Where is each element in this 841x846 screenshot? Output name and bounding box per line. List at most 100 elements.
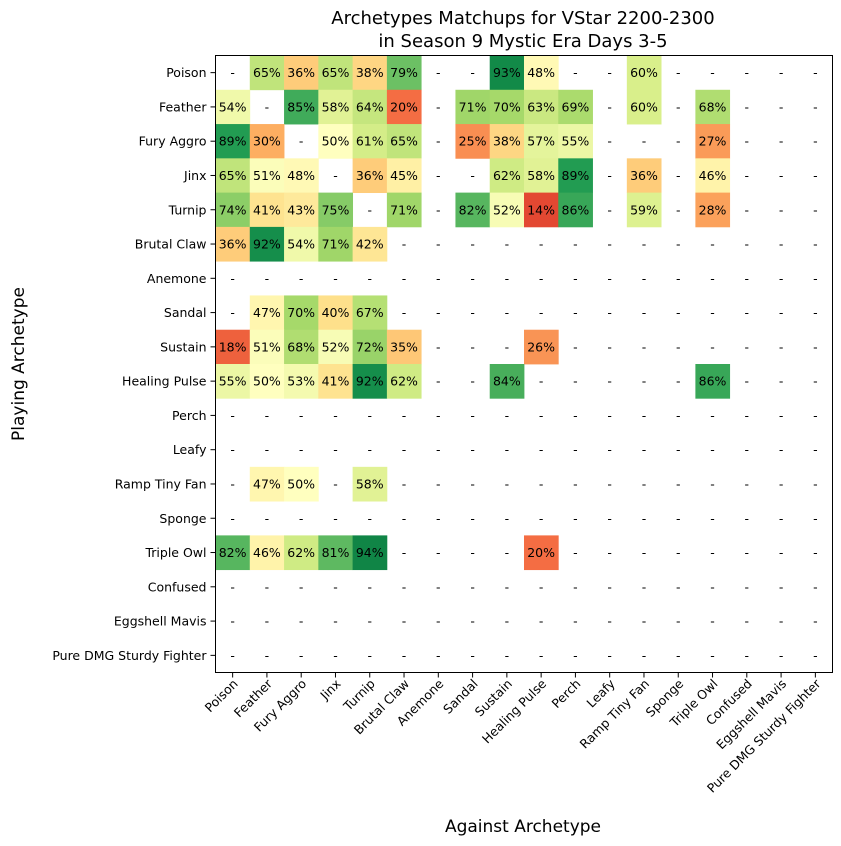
y-axis-label: Playing Archetype <box>9 287 29 441</box>
cell-label-confused-vs-sandal: - <box>470 579 475 594</box>
cell-label-confused-vs-eggshell-mavis: - <box>779 579 784 594</box>
heatmap-cell-sustain-vs-fury-aggro <box>284 329 319 365</box>
cell-label-turnip-vs-sponge: - <box>676 202 681 217</box>
heatmap-cell-triple-owl-vs-turnip <box>352 535 388 571</box>
cell-label-sponge-vs-perch: - <box>573 511 578 526</box>
cell-label-leafy-vs-brutal-claw: - <box>402 442 407 457</box>
cell-label-triple-owl-vs-turnip: 94% <box>356 545 384 560</box>
cell-label-leafy-vs-jinx: - <box>333 442 338 457</box>
heatmap-cell-ramp-tiny-fan-vs-feather <box>249 466 285 502</box>
cell-label-sponge-vs-pure-dmg-sturdy-fighter: - <box>813 511 818 526</box>
cell-label-turnip-vs-ramp-tiny-fan: 59% <box>630 202 658 217</box>
cell-label-anemone-vs-perch: - <box>573 271 578 286</box>
cell-label-confused-vs-jinx: - <box>333 579 338 594</box>
cell-label-fury-aggro-vs-anemone: - <box>436 134 441 149</box>
cell-label-turnip-vs-pure-dmg-sturdy-fighter: - <box>813 202 818 217</box>
cell-label-leafy-vs-sustain: - <box>505 442 510 457</box>
heatmap-cell-healing-pulse-vs-sustain <box>489 364 525 399</box>
x-tick-label-perch: Perch <box>549 676 584 711</box>
cell-label-sustain-vs-turnip: 72% <box>356 339 384 354</box>
cell-label-confused-vs-sustain: - <box>505 579 510 594</box>
y-tick-label-pure-dmg-sturdy-fighter: Pure DMG Sturdy Fighter <box>52 648 207 663</box>
cell-label-turnip-vs-sustain: 52% <box>493 202 521 217</box>
heatmap-cell-sandal-vs-turnip <box>352 295 388 331</box>
cell-label-triple-owl-vs-confused: - <box>745 545 750 560</box>
cell-label-perch-vs-ramp-tiny-fan: - <box>642 408 647 423</box>
cell-label-fury-aggro-vs-eggshell-mavis: - <box>779 134 784 149</box>
cell-label-healing-pulse-vs-triple-owl: 86% <box>699 374 727 389</box>
cell-label-brutal-claw-vs-poison: 36% <box>219 237 247 252</box>
heatmap-cell-jinx-vs-poison <box>215 158 251 194</box>
y-tick-label-sponge: Sponge <box>159 511 206 526</box>
cell-label-eggshell-mavis-vs-leafy: - <box>607 614 612 629</box>
cell-label-sandal-vs-feather: 47% <box>253 305 281 320</box>
cell-label-confused-vs-poison: - <box>230 579 235 594</box>
cell-label-sustain-vs-brutal-claw: 35% <box>390 339 418 354</box>
cell-label-poison-vs-sandal: - <box>470 65 475 80</box>
cell-label-sponge-vs-anemone: - <box>436 511 441 526</box>
cell-label-perch-vs-jinx: - <box>333 408 338 423</box>
heatmap-cell-fury-aggro-vs-turnip <box>352 124 388 159</box>
cell-label-sponge-vs-brutal-claw: - <box>402 511 407 526</box>
chart-title-line-2: in Season 9 Mystic Era Days 3-5 <box>378 31 667 52</box>
cell-label-pure-dmg-sturdy-fighter-vs-jinx: - <box>333 648 338 663</box>
cell-label-leafy-vs-eggshell-mavis: - <box>779 442 784 457</box>
heatmap-cell-feather-vs-healing-pulse <box>524 89 559 125</box>
cell-label-confused-vs-confused: - <box>745 579 750 594</box>
cell-label-confused-vs-pure-dmg-sturdy-fighter: - <box>813 579 818 594</box>
cell-label-leafy-vs-fury-aggro: - <box>299 442 304 457</box>
cell-label-leafy-vs-sponge: - <box>676 442 681 457</box>
cell-label-confused-vs-feather: - <box>265 579 270 594</box>
y-tick-label-brutal-claw: Brutal Claw <box>135 237 207 252</box>
heatmap-cell-turnip-vs-poison <box>215 192 251 228</box>
heatmap-cell-fury-aggro-vs-brutal-claw <box>386 124 422 159</box>
cell-label-poison-vs-perch: - <box>573 65 578 80</box>
cell-label-ramp-tiny-fan-vs-triple-owl: - <box>710 476 715 491</box>
cell-label-eggshell-mavis-vs-ramp-tiny-fan: - <box>642 614 647 629</box>
cell-label-confused-vs-healing-pulse: - <box>539 579 544 594</box>
cell-label-leafy-vs-anemone: - <box>436 442 441 457</box>
cell-label-sustain-vs-healing-pulse: 26% <box>527 339 555 354</box>
cell-label-healing-pulse-vs-perch: - <box>573 374 578 389</box>
cell-label-sponge-vs-fury-aggro: - <box>299 511 304 526</box>
cell-label-pure-dmg-sturdy-fighter-vs-brutal-claw: - <box>402 648 407 663</box>
cell-label-feather-vs-ramp-tiny-fan: 60% <box>630 99 658 114</box>
cell-label-triple-owl-vs-eggshell-mavis: - <box>779 545 784 560</box>
heatmap-cell-jinx-vs-brutal-claw <box>386 158 422 194</box>
cell-label-ramp-tiny-fan-vs-poison: - <box>230 476 235 491</box>
cell-label-anemone-vs-sponge: - <box>676 271 681 286</box>
cell-label-anemone-vs-sandal: - <box>470 271 475 286</box>
cell-label-leafy-vs-pure-dmg-sturdy-fighter: - <box>813 442 818 457</box>
cell-label-fury-aggro-vs-sponge: - <box>676 134 681 149</box>
cell-label-anemone-vs-leafy: - <box>607 271 612 286</box>
cell-label-poison-vs-brutal-claw: 79% <box>390 65 418 80</box>
cell-label-pure-dmg-sturdy-fighter-vs-healing-pulse: - <box>539 648 544 663</box>
heatmap-cell-brutal-claw-vs-poison <box>215 226 251 262</box>
cell-label-eggshell-mavis-vs-triple-owl: - <box>710 614 715 629</box>
cell-label-sustain-vs-leafy: - <box>607 339 612 354</box>
heatmap-cell-turnip-vs-feather <box>249 192 285 228</box>
cell-label-jinx-vs-anemone: - <box>436 168 441 183</box>
cell-label-leafy-vs-leafy: - <box>607 442 612 457</box>
cell-label-perch-vs-anemone: - <box>436 408 441 423</box>
cell-label-sponge-vs-turnip: - <box>367 511 372 526</box>
cell-label-eggshell-mavis-vs-healing-pulse: - <box>539 614 544 629</box>
cell-label-anemone-vs-triple-owl: - <box>710 271 715 286</box>
cell-label-poison-vs-healing-pulse: 48% <box>527 65 555 80</box>
y-tick-label-perch: Perch <box>172 408 206 423</box>
cell-label-ramp-tiny-fan-vs-pure-dmg-sturdy-fighter: - <box>813 476 818 491</box>
cell-label-fury-aggro-vs-poison: 89% <box>219 134 247 149</box>
cell-label-pure-dmg-sturdy-fighter-vs-perch: - <box>573 648 578 663</box>
cell-label-brutal-claw-vs-eggshell-mavis: - <box>779 237 784 252</box>
heatmap-cell-triple-owl-vs-feather <box>249 535 285 571</box>
cell-label-sponge-vs-healing-pulse: - <box>539 511 544 526</box>
cell-label-sandal-vs-brutal-claw: - <box>402 305 407 320</box>
heatmap-cell-sustain-vs-jinx <box>318 329 354 365</box>
cell-label-pure-dmg-sturdy-fighter-vs-fury-aggro: - <box>299 648 304 663</box>
cell-label-poison-vs-triple-owl: - <box>710 65 715 80</box>
cell-label-ramp-tiny-fan-vs-ramp-tiny-fan: - <box>642 476 647 491</box>
cell-label-fury-aggro-vs-brutal-claw: 65% <box>390 134 418 149</box>
cell-label-fury-aggro-vs-pure-dmg-sturdy-fighter: - <box>813 134 818 149</box>
cell-label-fury-aggro-vs-fury-aggro: - <box>299 134 304 149</box>
